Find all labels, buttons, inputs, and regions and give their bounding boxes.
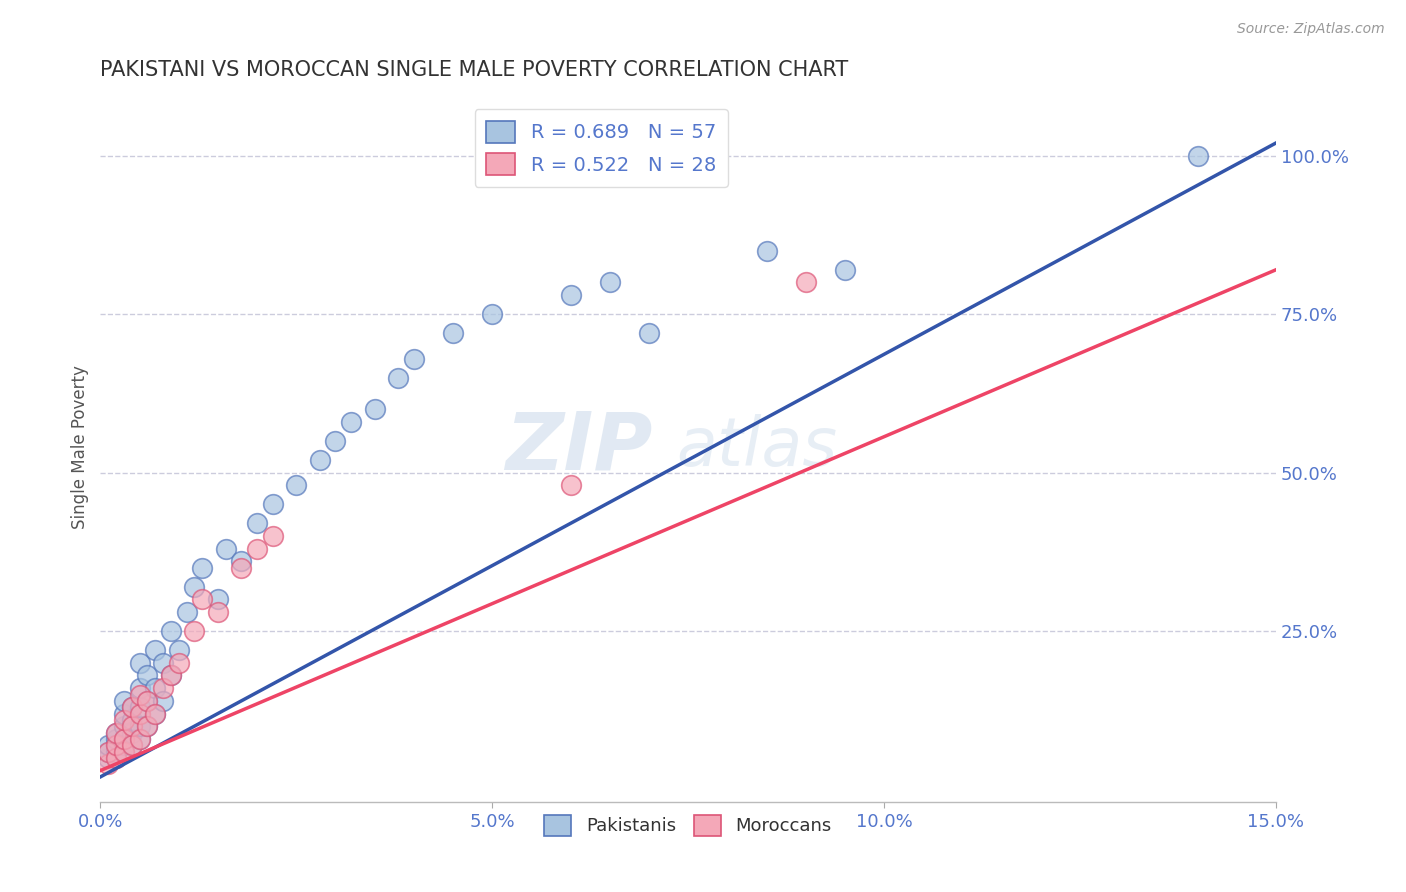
Point: [191, 592, 214, 607]
Point: [191, 560, 214, 574]
Point: [325, 434, 347, 448]
Point: [755, 244, 778, 258]
Point: [128, 681, 150, 695]
Point: [834, 262, 856, 277]
Text: PAKISTANI VS MOROCCAN SINGLE MALE POVERTY CORRELATION CHART: PAKISTANI VS MOROCCAN SINGLE MALE POVERT…: [100, 60, 849, 79]
Point: [112, 694, 135, 708]
Point: [136, 694, 159, 708]
Point: [128, 719, 150, 733]
Point: [112, 745, 135, 759]
Point: [136, 694, 159, 708]
Point: [136, 668, 159, 682]
Point: [560, 288, 582, 302]
Point: [285, 478, 308, 492]
Point: [143, 681, 166, 695]
Point: [183, 580, 205, 594]
Point: [105, 745, 128, 759]
Point: [128, 700, 150, 714]
Point: [97, 751, 120, 765]
Point: [167, 643, 190, 657]
Point: [387, 370, 409, 384]
Point: [560, 478, 582, 492]
Point: [481, 307, 503, 321]
Point: [136, 719, 159, 733]
Point: [105, 751, 128, 765]
Point: [152, 694, 174, 708]
Point: [121, 738, 143, 752]
Point: [112, 738, 135, 752]
Text: ZIP: ZIP: [506, 409, 652, 486]
Text: Source: ZipAtlas.com: Source: ZipAtlas.com: [1237, 22, 1385, 37]
Point: [128, 688, 150, 702]
Point: [340, 415, 363, 429]
Point: [112, 713, 135, 727]
Point: [599, 276, 621, 290]
Point: [112, 731, 135, 746]
Y-axis label: Single Male Poverty: Single Male Poverty: [72, 366, 89, 529]
Point: [128, 706, 150, 721]
Point: [143, 706, 166, 721]
Point: [121, 725, 143, 739]
Point: [128, 731, 150, 746]
Point: [136, 719, 159, 733]
Legend: Pakistanis, Moroccans: Pakistanis, Moroccans: [537, 807, 839, 843]
Point: [112, 731, 135, 746]
Point: [262, 529, 284, 543]
Point: [246, 541, 269, 556]
Point: [160, 624, 183, 639]
Point: [105, 738, 128, 752]
Point: [105, 725, 128, 739]
Point: [231, 560, 253, 574]
Point: [121, 700, 143, 714]
Point: [128, 731, 150, 746]
Point: [105, 725, 128, 739]
Point: [152, 681, 174, 695]
Point: [97, 745, 120, 759]
Point: [143, 706, 166, 721]
Point: [105, 738, 128, 752]
Point: [121, 700, 143, 714]
Point: [112, 706, 135, 721]
Text: atlas: atlas: [676, 414, 838, 480]
Point: [441, 326, 464, 340]
Point: [152, 656, 174, 670]
Point: [97, 738, 120, 752]
Point: [105, 731, 128, 746]
Point: [402, 351, 425, 366]
Point: [143, 643, 166, 657]
Point: [363, 402, 385, 417]
Point: [262, 497, 284, 511]
Point: [246, 516, 269, 531]
Point: [112, 719, 135, 733]
Point: [112, 745, 135, 759]
Point: [128, 656, 150, 670]
Point: [97, 757, 120, 772]
Point: [794, 276, 817, 290]
Point: [1187, 149, 1209, 163]
Point: [160, 668, 183, 682]
Point: [207, 605, 229, 619]
Point: [638, 326, 661, 340]
Point: [105, 751, 128, 765]
Point: [121, 713, 143, 727]
Point: [231, 554, 253, 568]
Point: [308, 453, 330, 467]
Point: [183, 624, 205, 639]
Point: [121, 738, 143, 752]
Point: [121, 719, 143, 733]
Point: [97, 745, 120, 759]
Point: [176, 605, 198, 619]
Point: [215, 541, 238, 556]
Point: [167, 656, 190, 670]
Point: [160, 668, 183, 682]
Point: [207, 592, 229, 607]
